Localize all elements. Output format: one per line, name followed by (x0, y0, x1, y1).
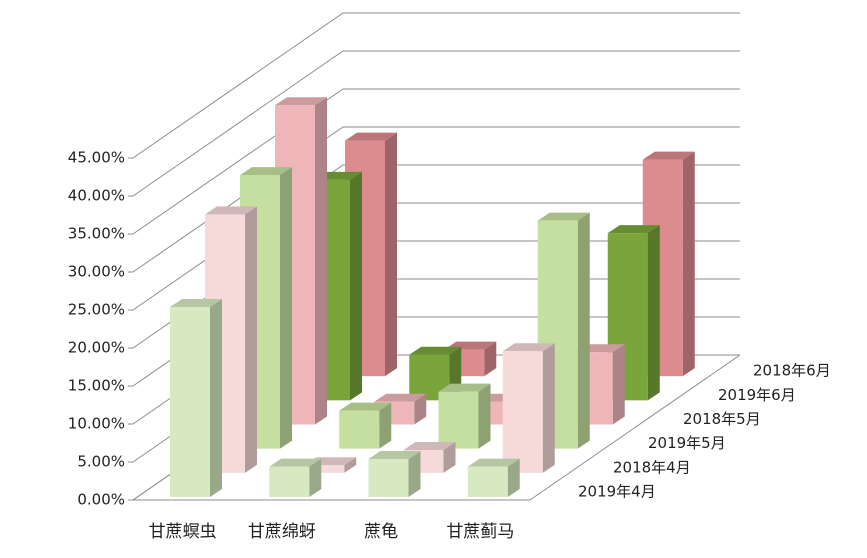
bar-top (409, 346, 462, 355)
bar-front (304, 465, 345, 473)
bar (467, 458, 520, 497)
bar-side (309, 458, 322, 497)
bar (438, 383, 491, 449)
y-tick-label: 0.00% (77, 491, 125, 509)
legend-label: 2019年6月 (718, 386, 796, 404)
floor-front (133, 354, 741, 501)
grid-line (132, 50, 740, 197)
y-tick-label: 45.00% (68, 149, 125, 167)
legend-label: 2018年4月 (613, 458, 691, 476)
bar-side (647, 225, 660, 401)
y-tick-label: 30.00% (68, 263, 125, 281)
bar-side (443, 442, 456, 473)
bar (403, 442, 456, 473)
bar-top (537, 212, 590, 221)
bar-side (414, 393, 427, 425)
bar-front (269, 466, 310, 497)
bar-side (577, 212, 590, 449)
bar-side (484, 341, 497, 377)
bar-side (408, 451, 421, 497)
x-tick-label: 蔗龟 (364, 522, 398, 542)
x-tick-label: 甘蔗螟虫 (149, 522, 217, 542)
bar-top (275, 97, 327, 106)
bar-side (280, 167, 292, 449)
bar-top (269, 458, 322, 467)
bar-side (682, 151, 695, 377)
y-tick-label: 35.00% (68, 225, 125, 243)
bar-top (403, 442, 456, 451)
bar-side (344, 457, 357, 473)
bar-top (205, 206, 257, 215)
bar-top (642, 151, 695, 160)
bar-side (385, 132, 397, 377)
bar-side (350, 171, 362, 401)
legend-label: 2019年4月 (578, 483, 656, 501)
bar (205, 206, 257, 473)
bar-top (467, 458, 520, 467)
bar-side (245, 206, 257, 473)
bar-top (607, 225, 660, 234)
grid-line (132, 88, 740, 235)
bar-side (542, 343, 555, 473)
bar-side (379, 402, 392, 449)
legend-label: 2018年6月 (753, 362, 831, 380)
bar-top (339, 402, 392, 411)
bar-side (210, 299, 222, 497)
bar-top (502, 343, 555, 352)
bar-top (345, 132, 397, 141)
bar-side (507, 458, 520, 497)
bar-top (170, 299, 222, 307)
bar-side (478, 383, 491, 449)
y-tick-label: 25.00% (68, 301, 125, 319)
bar-front (502, 351, 543, 473)
bar-front (368, 459, 409, 497)
y-tick-label: 10.00% (68, 415, 125, 433)
bar-side (315, 97, 327, 425)
bar-top (438, 383, 491, 392)
legend-label: 2018年5月 (683, 410, 761, 428)
bar (537, 212, 590, 449)
y-tick-label: 20.00% (68, 339, 125, 357)
x-tick-label: 甘蔗蓟马 (446, 522, 514, 542)
bar-front (170, 307, 210, 497)
bar-top (368, 451, 421, 459)
grid-line (132, 12, 740, 159)
y-tick-label: 5.00% (77, 453, 125, 471)
bar-top (374, 393, 427, 402)
y-tick-label: 40.00% (68, 187, 125, 205)
bar (368, 451, 421, 497)
x-tick-label: 甘蔗绵蚜 (248, 522, 316, 542)
y-tick-label: 15.00% (68, 377, 125, 395)
bar (339, 402, 392, 449)
bar-front (339, 410, 380, 449)
grid-line (132, 164, 740, 311)
bar (502, 343, 555, 473)
bar-top (240, 167, 292, 176)
legend-label: 2019年5月 (648, 434, 726, 452)
bar (269, 458, 322, 497)
grid-line (132, 126, 740, 273)
bar (170, 299, 222, 497)
bar-front (438, 391, 479, 449)
bar-side (612, 344, 625, 425)
bar-front (467, 466, 508, 497)
